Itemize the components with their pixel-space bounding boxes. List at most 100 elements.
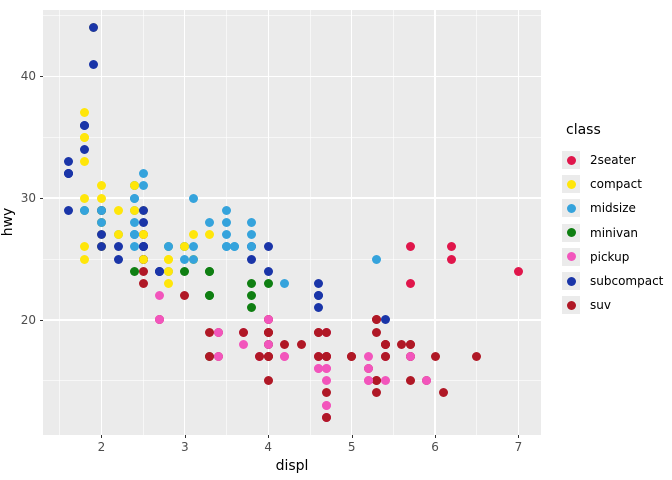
gridline-major <box>43 75 541 78</box>
data-point <box>472 351 482 361</box>
data-point <box>363 351 373 361</box>
data-point <box>247 278 257 288</box>
legend-point-icon <box>566 276 576 286</box>
data-point <box>80 144 90 154</box>
y-tick-label: 30 <box>20 191 36 206</box>
data-point <box>363 376 373 386</box>
data-point <box>263 242 273 252</box>
x-tick-label: 5 <box>347 440 356 454</box>
data-point <box>80 120 90 130</box>
data-point <box>313 364 323 374</box>
data-point <box>263 278 273 288</box>
x-tick-label: 2 <box>97 440 106 454</box>
data-point <box>188 242 198 252</box>
data-point <box>247 291 257 301</box>
data-point <box>438 388 448 398</box>
data-point <box>313 291 323 301</box>
data-point <box>313 278 323 288</box>
data-point <box>163 266 173 276</box>
gridline-major <box>43 319 541 321</box>
gridline-major <box>43 197 541 199</box>
data-point <box>397 339 407 349</box>
legend-label: suv <box>590 298 611 313</box>
data-point <box>138 230 148 240</box>
data-point <box>372 388 382 398</box>
legend-point-icon <box>566 203 576 213</box>
data-point <box>88 23 98 33</box>
legend-key <box>562 247 580 266</box>
data-point <box>280 351 290 361</box>
x-tick-label: 3 <box>180 440 189 454</box>
data-point <box>138 254 148 264</box>
data-point <box>363 364 373 374</box>
legend-point-icon <box>566 252 576 262</box>
data-point <box>96 193 106 203</box>
data-point <box>222 205 232 215</box>
gridline-minor <box>43 258 541 260</box>
legend-label: compact <box>590 177 642 192</box>
legend-key <box>562 296 580 315</box>
data-point <box>180 254 190 264</box>
legend-point-icon <box>566 300 576 310</box>
x-tick-label: 7 <box>514 440 523 454</box>
data-point <box>513 266 523 276</box>
x-tick-mark <box>351 435 353 438</box>
data-point <box>213 327 223 337</box>
data-point <box>372 327 382 337</box>
gridline-major <box>350 10 353 435</box>
data-point <box>247 303 257 313</box>
data-point <box>247 242 257 252</box>
data-point <box>447 242 457 252</box>
data-point <box>280 339 290 349</box>
data-point <box>180 266 190 276</box>
data-point <box>313 327 323 337</box>
legend-label: pickup <box>590 249 630 264</box>
data-point <box>63 169 73 179</box>
data-point <box>88 59 98 69</box>
data-point <box>405 376 415 386</box>
data-point <box>347 351 357 361</box>
data-point <box>96 242 106 252</box>
data-point <box>372 376 382 386</box>
data-point <box>313 351 323 361</box>
data-point <box>80 108 90 118</box>
data-point <box>213 351 223 361</box>
data-point <box>138 205 148 215</box>
data-point <box>163 242 173 252</box>
data-point <box>96 218 106 227</box>
data-point <box>447 254 457 264</box>
legend-key <box>562 199 580 218</box>
data-point <box>180 291 190 301</box>
data-point <box>96 230 106 240</box>
gridline-major <box>184 10 186 435</box>
data-point <box>380 351 390 361</box>
data-point <box>130 205 140 215</box>
legend-key <box>562 223 580 242</box>
data-point <box>263 266 273 276</box>
legend-point-icon <box>566 179 576 189</box>
data-point <box>63 205 73 215</box>
data-point <box>96 205 106 215</box>
gridline-major <box>517 10 520 435</box>
data-point <box>405 351 415 361</box>
data-point <box>255 351 265 361</box>
data-point <box>422 376 432 386</box>
data-point <box>380 339 390 349</box>
data-point <box>205 291 215 301</box>
legend-point-icon <box>566 155 576 165</box>
data-point <box>372 315 382 325</box>
data-point <box>205 327 215 337</box>
data-point <box>155 266 165 276</box>
data-point <box>247 230 257 240</box>
data-point <box>130 193 140 203</box>
gridline-major <box>434 10 436 435</box>
gridline-minor <box>476 10 478 435</box>
gridline-minor <box>392 10 394 435</box>
data-point <box>405 242 415 252</box>
legend-key <box>562 175 580 194</box>
data-point <box>322 412 332 422</box>
data-point <box>130 242 140 252</box>
data-point <box>113 205 123 215</box>
data-point <box>372 254 382 264</box>
